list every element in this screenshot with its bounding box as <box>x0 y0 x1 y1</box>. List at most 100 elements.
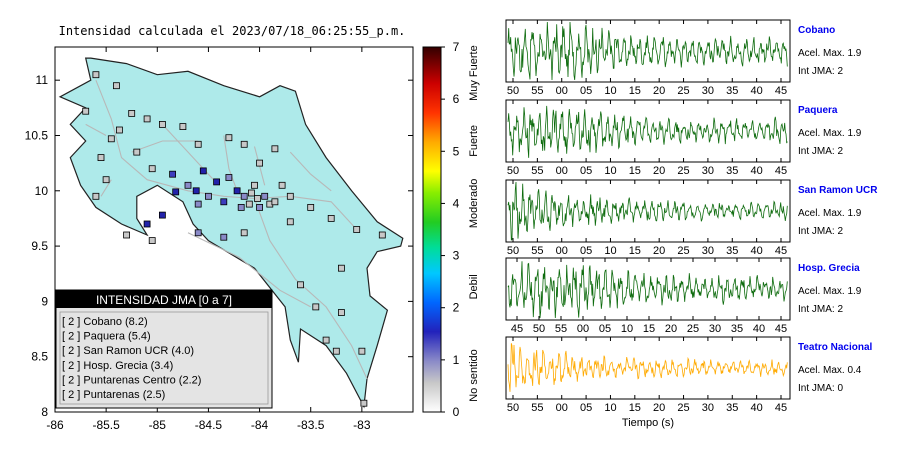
colorbar-class-label: No sentido <box>468 349 480 402</box>
waveform-panels: 50 55 00 05 10 15 20 25 30 35 40 45 Cobano Acel. Max.… <box>505 19 878 414</box>
station-marker <box>92 71 100 79</box>
station-marker <box>82 107 90 115</box>
station-marker <box>169 170 177 178</box>
station-marker <box>360 399 368 407</box>
station-marker <box>322 336 330 344</box>
waveform-tick-label: 35 <box>726 245 738 257</box>
waveform-tick-label: 50 <box>507 85 519 97</box>
waveform-tick-label: 40 <box>751 402 763 414</box>
y-tick-label: 8 <box>41 405 48 419</box>
colorbar-class-label: Moderado <box>468 179 480 229</box>
station-marker <box>128 110 136 117</box>
station-max-accel: Acel. Max. 1.9 <box>798 128 862 139</box>
intensity-legend: INTENSIDAD JMA [0 a 7] [ 2 ] Cobano (8.2… <box>55 289 273 409</box>
station-marker <box>353 226 361 233</box>
waveform-frame <box>505 179 791 243</box>
legend-entry: [ 2 ] San Ramon UCR (4.0) <box>62 345 194 357</box>
waveform-tick-label: 30 <box>702 165 714 177</box>
colorbar-tick-label: 4 <box>453 196 460 210</box>
road-line <box>253 198 368 380</box>
waveform-tick-label: 45 <box>775 85 787 97</box>
waveform-tick-label: 00 <box>556 402 568 414</box>
legend-entry: [ 2 ] Cobano (8.2) <box>62 316 148 328</box>
waveform-tick-label: 55 <box>531 402 543 414</box>
station-marker <box>240 192 248 200</box>
station-marker <box>148 237 156 245</box>
waveform-tick-label: 10 <box>604 165 616 177</box>
station-marker <box>358 347 366 355</box>
road-line <box>85 123 107 136</box>
waveform-tick-label: 50 <box>533 323 545 335</box>
station-marker <box>123 231 130 239</box>
waveform-tick-label: 00 <box>556 85 568 97</box>
y-tick-label: 10.5 <box>25 128 49 142</box>
x-tick-label: -85.5 <box>92 418 120 432</box>
waveform-tick-label: 05 <box>599 323 611 335</box>
station-marker <box>297 281 304 289</box>
station-name: San Ramon UCR <box>798 185 878 196</box>
station-marker <box>194 229 202 237</box>
waveform-tick-label: 00 <box>577 323 589 335</box>
legend-title: INTENSIDAD JMA [0 a 7] <box>96 293 232 307</box>
waveform-tick-label: 00 <box>556 165 568 177</box>
station-marker <box>254 195 261 202</box>
y-tick-label: 9.5 <box>31 239 48 253</box>
waveform-tick-label: 45 <box>775 245 787 257</box>
station-marker <box>247 189 255 197</box>
colorbar-tick-label: 0 <box>453 405 460 419</box>
waveform-tick-label: 05 <box>580 165 592 177</box>
waveform-tick-label: 05 <box>580 85 592 97</box>
waveform-frame <box>505 257 791 321</box>
station-max-accel: Acel. Max. 1.9 <box>798 286 862 297</box>
station-marker <box>261 192 269 200</box>
waveform-tick-label: 15 <box>629 85 641 97</box>
colorbar-tick-label: 2 <box>453 301 460 315</box>
waveform-tick-label: 10 <box>604 402 616 414</box>
station-marker <box>286 218 294 226</box>
x-tick-label: -85 <box>149 418 167 432</box>
waveform-panel: 50 55 00 05 10 15 20 25 30 35 40 45 Paquera Acel. Max… <box>505 99 862 177</box>
y-tick-label: 10 <box>35 184 49 198</box>
station-marker <box>158 121 166 128</box>
station-name: Teatro Nacional <box>798 342 872 353</box>
colorbar-class-label: Muy Fuerte <box>468 45 480 101</box>
station-marker <box>240 229 248 237</box>
station-marker <box>256 159 264 167</box>
waveform-tick-label: 30 <box>702 402 714 414</box>
waveform-tick-label: 10 <box>604 85 616 97</box>
station-marker <box>172 188 180 196</box>
waveform-x-label: Tiempo (s) <box>622 417 674 429</box>
waveform-tick-label: 20 <box>665 323 677 335</box>
station-marker <box>107 135 115 143</box>
waveform-tick-label: 15 <box>629 402 641 414</box>
waveform-tick-label: 30 <box>709 323 721 335</box>
road-line <box>100 179 112 197</box>
waveform-panel: 50 55 00 05 10 15 20 25 30 35 40 45 San Ramon UCR Ace… <box>505 179 878 257</box>
station-marker <box>332 347 340 355</box>
waveform-tick-label: 20 <box>653 165 665 177</box>
intensity-map: -86 -85.5 -85 -84.5 -84 -83.5 -83 8 8.5 9 9.5 10 10… <box>25 46 414 432</box>
costa-rica-land <box>58 57 404 409</box>
station-marker <box>184 181 192 189</box>
waveform-tick-label: 35 <box>731 323 743 335</box>
waveform-tick-label: 40 <box>751 85 763 97</box>
waveform-panel: 45 50 55 00 05 10 15 20 25 30 35 40 45 Hosp. Grecia Ac… <box>505 257 862 335</box>
station-marker <box>179 123 187 130</box>
waveform-tick-label: 25 <box>677 165 689 177</box>
station-intensity: Int JMA: 2 <box>798 304 843 315</box>
station-marker <box>271 198 279 206</box>
station-name: Cobano <box>798 25 835 36</box>
station-marker <box>233 187 241 195</box>
waveform-tick-label: 40 <box>753 323 765 335</box>
station-marker <box>220 233 228 241</box>
colorbar-tick-label: 6 <box>453 92 460 106</box>
station-max-accel: Acel. Max. 1.9 <box>798 48 862 59</box>
waveform-tick-label: 10 <box>621 323 633 335</box>
road-line <box>289 151 332 192</box>
waveform-panel: 50 55 00 05 10 15 20 25 30 35 40 45 Teatro Nacional A… <box>505 336 872 414</box>
station-marker <box>143 220 151 228</box>
station-marker <box>337 264 345 272</box>
waveform-tick-label: 45 <box>775 402 787 414</box>
station-marker <box>116 126 123 134</box>
